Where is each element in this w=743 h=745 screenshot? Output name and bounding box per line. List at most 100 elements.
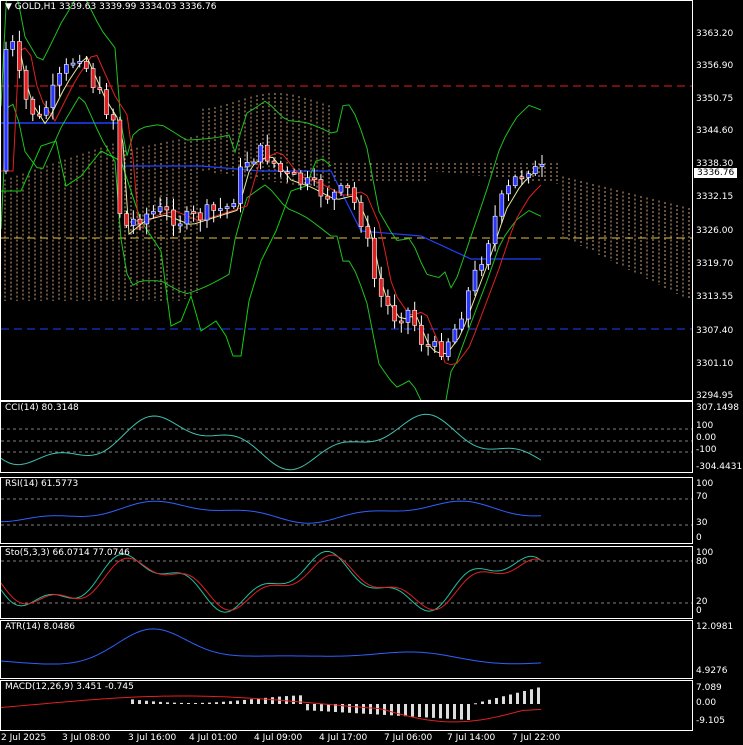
candle-body [352,187,357,203]
macd-histogram-bar [222,701,225,704]
macd-histogram-bar [166,702,169,704]
macd-histogram-bar [523,691,526,704]
candle-body [10,41,15,50]
candle-body [358,202,364,227]
candle-body [532,166,538,174]
stochastic-title: Sto(5,3,3) 66.0714 77.0746 [5,548,130,558]
macd-histogram-bar [537,687,540,704]
price-tick: 3350.75 [696,94,734,104]
price-tick: 3356.90 [696,61,734,71]
macd-histogram-bar [418,704,421,718]
macd-pane[interactable]: MACD(12,26,9) 3.451 -0.745 [0,680,693,731]
macd-tick: 7.089 [696,683,722,693]
macd-histogram-bar [376,704,379,715]
time-label: 4 Jul 17:00 [319,733,368,743]
rsi-title: RSI(14) 61.5773 [5,479,79,489]
macd-histogram-bar [306,704,309,711]
cci-title: CCI(14) 80.3148 [5,403,79,413]
candle-body [3,49,9,172]
candle-body [459,318,464,330]
candle-body [285,171,290,174]
macd-histogram-bar [362,704,365,714]
macd-histogram-bar [474,703,477,705]
cci-canvas [1,413,692,471]
candle-body [131,218,136,226]
candle-body [77,61,82,64]
rsi-line [1,500,542,524]
candle-body [331,191,337,200]
cci-pane[interactable]: CCI(14) 80.3148 [0,401,693,473]
atr-pane[interactable]: ATR(14) 8.0486 [0,620,693,679]
macd-histogram-bar [453,704,456,720]
candle-body [499,193,505,217]
macd-histogram-bar [194,702,197,704]
candle-body [385,296,391,306]
macd-histogram-bar [460,704,463,720]
time-label: 3 Jul 16:00 [128,733,177,743]
macd-histogram-bar [243,699,246,704]
rsi-tick: 0 [696,533,702,543]
rsi-tick: 30 [696,518,708,528]
stochastic-signal-line [1,554,542,611]
cci-tick: -304.4431 [696,462,743,472]
atr-axis: 12.0981 4.9276 [694,620,743,679]
candle-body [258,144,263,163]
macd-histogram-bar [509,694,512,704]
rsi-pane[interactable]: RSI(14) 61.5773 [0,477,693,544]
tenkan-line [121,165,541,260]
cci-axis: 307.1498 100 0.00 -100 -304.4431 [694,401,743,473]
candle-body [50,84,56,108]
candle-body [238,166,243,204]
cci-tick: 0.00 [696,433,717,443]
price-axis[interactable]: 3363.20 3356.90 3350.75 3344.60 3338.30 3332.… [694,0,743,401]
macd-histogram-bar [159,701,162,704]
macd-tick: -9.105 [696,716,726,726]
moving-average-yellow [20,54,538,355]
macd-histogram-bar [446,704,449,719]
candle-body [110,114,116,121]
macd-histogram-bar [180,702,183,704]
price-tick: 3313.55 [696,292,734,302]
macd-histogram-bar [187,702,190,704]
candle-body [378,278,384,297]
candle-body [30,98,36,115]
macd-histogram-bar [271,697,274,704]
candle-body [218,208,223,211]
candle-body [97,87,103,90]
stochastic-pane[interactable]: Sto(5,3,3) 66.0714 77.0746 [0,546,693,619]
rsi-tick: 70 [696,492,708,502]
sto-tick: 0 [696,606,702,616]
macd-histogram-bar [285,696,288,704]
macd-histogram-bar [495,698,498,704]
candle-body [405,309,411,323]
macd-histogram-bar [425,704,428,718]
rsi-tick: 100 [696,479,714,489]
candle-body [526,173,531,178]
atr-tick: 12.0981 [696,622,734,632]
candle-body [171,209,176,226]
price-tick: 3319.70 [696,259,734,269]
candle-body [157,206,163,212]
macd-histogram-bar [292,695,295,704]
macd-histogram-bar [390,704,393,716]
time-label: 2 Jul 2025 [1,733,47,743]
candle-body [177,223,183,227]
candle-body [479,264,485,271]
candle-body [104,89,109,115]
price-tick: 3332.15 [696,192,734,202]
macd-histogram-bar [138,700,141,704]
atr-tick: 4.9276 [696,666,728,676]
candle-body [211,204,216,211]
macd-title: MACD(12,26,9) 3.451 -0.745 [5,682,134,692]
candle-body [137,218,143,225]
price-chart-pane[interactable]: ▼ GOLD,H1 3339.63 3339.99 3334.03 3336.7… [0,0,693,401]
macd-histogram-bar [516,692,519,704]
candle-body [70,62,76,66]
macd-axis: 7.089 0.00 -9.105 [694,680,743,731]
bollinger-upper [1,1,542,290]
macd-histogram-bar [299,695,302,704]
dropdown-arrow-icon[interactable]: ▼ [5,2,15,12]
candle-body [117,119,123,214]
macd-histogram-bar [404,704,407,717]
macd-histogram-bar [432,704,435,718]
